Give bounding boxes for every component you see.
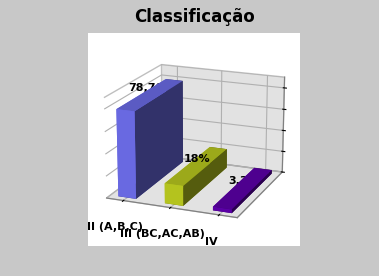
Title: Classificação: Classificação <box>134 8 255 26</box>
